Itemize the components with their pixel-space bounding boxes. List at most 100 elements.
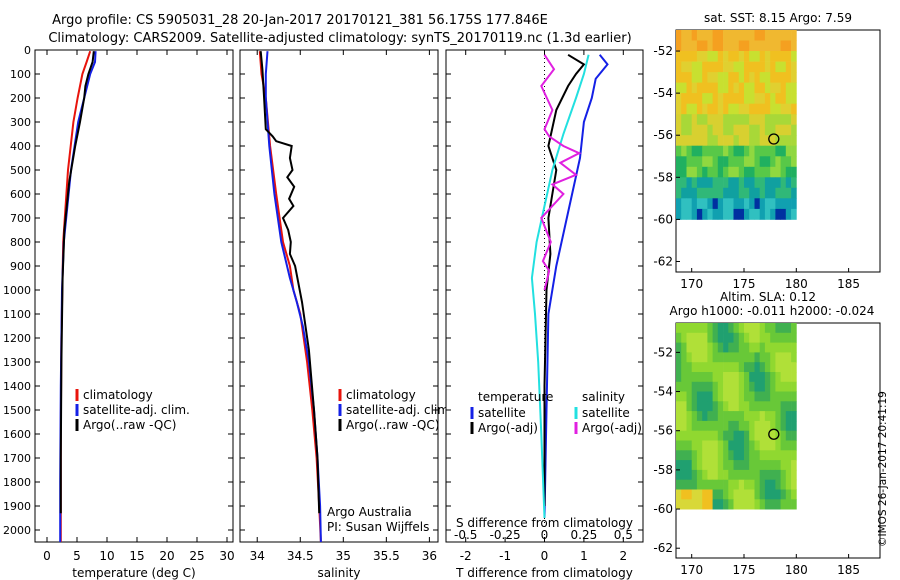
map-cell bbox=[759, 198, 766, 210]
map-cell bbox=[728, 135, 734, 147]
map-cell bbox=[759, 381, 766, 392]
map-cell bbox=[717, 362, 724, 373]
map-cell bbox=[749, 469, 755, 481]
map-cell bbox=[728, 208, 734, 220]
map-cell bbox=[749, 352, 755, 363]
map-cell bbox=[744, 135, 750, 147]
map-cell bbox=[738, 430, 745, 441]
map-cell bbox=[676, 352, 682, 363]
map-cell bbox=[676, 82, 682, 94]
map-cell bbox=[754, 430, 761, 441]
map-cell bbox=[791, 479, 797, 490]
map-cell bbox=[723, 460, 729, 471]
map-cell bbox=[723, 401, 729, 412]
map-cell bbox=[691, 469, 698, 481]
lon-tick-label: 185 bbox=[837, 563, 860, 577]
lat-tick-label: -62 bbox=[653, 541, 673, 555]
map-cell bbox=[738, 135, 745, 147]
map-cell bbox=[770, 145, 776, 157]
map-cell bbox=[791, 499, 797, 510]
map-cell bbox=[707, 420, 713, 432]
map-cell bbox=[733, 342, 740, 353]
map-cell bbox=[749, 332, 755, 343]
map-cell bbox=[785, 362, 792, 373]
y-tick-label: 300 bbox=[10, 116, 31, 129]
map-cell bbox=[723, 420, 729, 432]
map-cell bbox=[791, 381, 797, 392]
map-cell bbox=[728, 469, 734, 481]
x2-tick-label: 0 bbox=[541, 528, 549, 542]
map-cell bbox=[770, 469, 776, 481]
map-cell bbox=[770, 156, 776, 168]
map-cell bbox=[770, 381, 776, 392]
x-tick-label: -1 bbox=[499, 549, 511, 563]
map-cell bbox=[785, 489, 792, 500]
map-cell bbox=[754, 208, 761, 220]
difference-panel: -2 -1 0 1 2 T difference from climatology S di… bbox=[445, 49, 644, 580]
map-cell bbox=[712, 30, 719, 41]
map-cell bbox=[723, 135, 729, 147]
map-cell bbox=[754, 51, 761, 62]
map-cell bbox=[681, 342, 687, 353]
map-cell bbox=[676, 479, 682, 490]
map-cell bbox=[780, 450, 787, 461]
map-cell bbox=[686, 30, 693, 41]
map-cell bbox=[707, 450, 713, 461]
map-cell bbox=[764, 450, 771, 461]
map-cell bbox=[728, 499, 734, 510]
map-cell bbox=[691, 460, 698, 471]
map-cell bbox=[738, 362, 745, 373]
lon-tick-label: 180 bbox=[785, 277, 808, 291]
map-cell bbox=[733, 51, 740, 62]
map-cell bbox=[780, 489, 787, 500]
map-cell bbox=[733, 40, 740, 52]
map-cell bbox=[759, 177, 766, 189]
map-cell bbox=[717, 208, 724, 220]
map-cell bbox=[738, 381, 745, 392]
x-axis-label: salinity bbox=[317, 566, 360, 580]
map-cell bbox=[702, 362, 708, 373]
map-cell bbox=[749, 135, 755, 147]
x2-tick-label: 0.5 bbox=[614, 528, 633, 542]
map-cell bbox=[676, 362, 682, 373]
map-cell bbox=[780, 145, 787, 157]
map-cell bbox=[686, 362, 693, 373]
map-cell bbox=[681, 72, 687, 83]
map-cell bbox=[780, 51, 787, 62]
y-tick-label: 0 bbox=[24, 44, 31, 57]
map-cell bbox=[712, 420, 719, 432]
map-cell bbox=[764, 124, 771, 136]
map-cell bbox=[749, 450, 755, 461]
map-cell bbox=[770, 61, 776, 73]
map-cell bbox=[770, 499, 776, 510]
legend-label: satellite bbox=[478, 406, 526, 420]
map-cell bbox=[770, 479, 776, 490]
lon-tick-label: 170 bbox=[680, 277, 703, 291]
lat-tick-label: -52 bbox=[653, 345, 673, 359]
map-cell bbox=[717, 342, 724, 353]
map-cell bbox=[723, 93, 729, 104]
map-cell bbox=[696, 411, 703, 422]
map-cell bbox=[780, 124, 787, 136]
map-cell bbox=[723, 187, 729, 199]
map-cell bbox=[728, 411, 734, 422]
map-cell bbox=[738, 352, 745, 363]
map-cell bbox=[749, 362, 755, 373]
map-cell bbox=[676, 103, 682, 115]
map-cell bbox=[785, 479, 792, 490]
x-tick-label: 5 bbox=[73, 549, 81, 563]
map-cell bbox=[723, 352, 729, 363]
map-cell bbox=[728, 51, 734, 62]
y-tick-label: 600 bbox=[10, 188, 31, 201]
map-cell bbox=[780, 208, 787, 220]
map-cell bbox=[686, 499, 693, 510]
map-cell bbox=[780, 391, 787, 402]
map-cell bbox=[759, 135, 766, 147]
map-cell bbox=[707, 135, 713, 147]
map-cell bbox=[676, 145, 682, 157]
map-cell bbox=[717, 93, 724, 104]
map-cell bbox=[738, 51, 745, 62]
map-cell bbox=[723, 40, 729, 52]
map-cell bbox=[712, 381, 719, 392]
map-cell bbox=[754, 93, 761, 104]
